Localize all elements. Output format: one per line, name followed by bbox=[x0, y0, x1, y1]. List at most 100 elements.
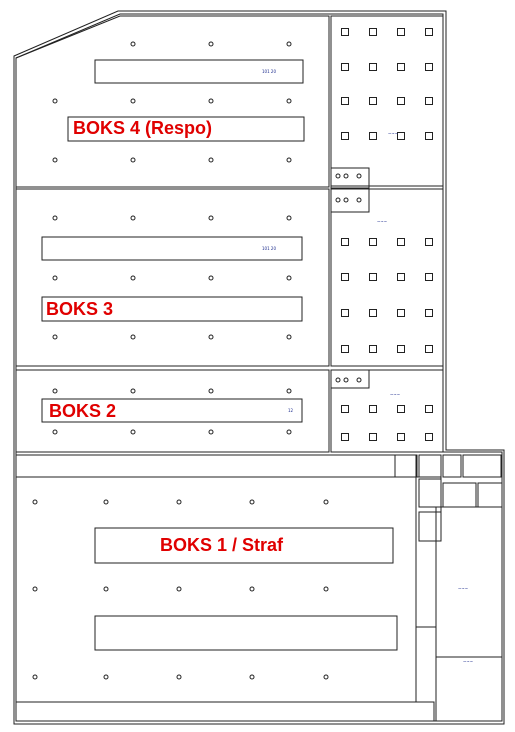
post-marker bbox=[249, 674, 255, 680]
post-marker bbox=[130, 334, 136, 340]
column-marker bbox=[369, 238, 377, 246]
room-boks1-bottom bbox=[15, 701, 435, 722]
column-marker bbox=[425, 63, 433, 71]
small-room-c bbox=[442, 454, 462, 478]
post-marker bbox=[249, 499, 255, 505]
post-marker bbox=[32, 499, 38, 505]
post-marker bbox=[286, 388, 292, 394]
bar-boks3 bbox=[41, 296, 303, 322]
column-marker bbox=[397, 28, 405, 36]
column-marker bbox=[369, 433, 377, 441]
label-boks1: BOKS 1 / Straf bbox=[160, 535, 284, 555]
column-marker bbox=[369, 132, 377, 140]
bar-boks1-lower bbox=[94, 615, 398, 651]
post-marker bbox=[286, 275, 292, 281]
post-marker bbox=[208, 429, 214, 435]
grid4-small-label: ~~~ bbox=[388, 131, 399, 136]
column-marker bbox=[425, 273, 433, 281]
post-marker bbox=[343, 377, 349, 383]
right-room bbox=[435, 506, 503, 658]
label-boks2: BOKS 2 bbox=[49, 401, 117, 421]
column-marker bbox=[341, 433, 349, 441]
column-marker bbox=[425, 433, 433, 441]
connector-2 bbox=[330, 369, 370, 389]
post-marker bbox=[52, 98, 58, 104]
bar2-small-label: 12 bbox=[288, 408, 294, 413]
post-marker bbox=[286, 98, 292, 104]
post-marker bbox=[32, 586, 38, 592]
post-marker bbox=[208, 41, 214, 47]
column-marker bbox=[397, 309, 405, 317]
outer-wall bbox=[13, 10, 505, 725]
column-marker bbox=[425, 97, 433, 105]
post-marker bbox=[103, 674, 109, 680]
column-marker bbox=[341, 97, 349, 105]
post-marker bbox=[103, 586, 109, 592]
column-marker bbox=[425, 238, 433, 246]
bar-boks3-top bbox=[41, 236, 303, 261]
post-marker bbox=[356, 377, 362, 383]
post-marker bbox=[208, 157, 214, 163]
right-block-small-label: ~~~ bbox=[458, 586, 469, 591]
right-block-4 bbox=[330, 15, 444, 187]
grid3-small-label: ~~~ bbox=[377, 219, 388, 224]
post-marker bbox=[176, 586, 182, 592]
post-marker bbox=[208, 275, 214, 281]
column-marker bbox=[397, 238, 405, 246]
connector-3 bbox=[330, 188, 370, 213]
post-marker bbox=[208, 98, 214, 104]
column-marker bbox=[341, 132, 349, 140]
column-marker bbox=[397, 273, 405, 281]
column-marker bbox=[369, 28, 377, 36]
post-marker bbox=[208, 334, 214, 340]
post-marker bbox=[52, 334, 58, 340]
column-marker bbox=[369, 97, 377, 105]
post-marker bbox=[176, 674, 182, 680]
post-marker bbox=[323, 674, 329, 680]
post-marker bbox=[286, 429, 292, 435]
bar-boks2 bbox=[41, 398, 303, 423]
post-marker bbox=[286, 41, 292, 47]
column-marker bbox=[425, 28, 433, 36]
post-marker bbox=[356, 173, 362, 179]
bar-boks4 bbox=[67, 116, 305, 142]
label-boks4: BOKS 4 (Respo) bbox=[73, 118, 213, 138]
post-marker bbox=[176, 499, 182, 505]
connector-4 bbox=[330, 167, 370, 189]
column-marker bbox=[425, 345, 433, 353]
bar-boks4-top bbox=[94, 59, 304, 84]
post-marker bbox=[335, 197, 341, 203]
column-marker bbox=[397, 63, 405, 71]
column-marker bbox=[397, 405, 405, 413]
post-marker bbox=[130, 215, 136, 221]
post-marker bbox=[286, 157, 292, 163]
post-marker bbox=[249, 586, 255, 592]
right-room-bottom bbox=[435, 656, 503, 722]
small-room-b bbox=[418, 454, 442, 478]
bar-boks1 bbox=[94, 527, 394, 564]
small-room-a bbox=[394, 454, 418, 478]
small-room-f bbox=[442, 482, 477, 508]
small-room-h bbox=[418, 511, 442, 542]
bar3-small-label: 101 20 bbox=[262, 246, 276, 251]
column-marker bbox=[425, 132, 433, 140]
post-marker bbox=[335, 173, 341, 179]
column-marker bbox=[369, 63, 377, 71]
post-marker bbox=[356, 197, 362, 203]
post-marker bbox=[52, 215, 58, 221]
post-marker bbox=[52, 275, 58, 281]
column-marker bbox=[397, 433, 405, 441]
post-marker bbox=[343, 197, 349, 203]
column-marker bbox=[369, 345, 377, 353]
post-marker bbox=[52, 388, 58, 394]
grid2-small-label: ~~~ bbox=[390, 392, 401, 397]
column-marker bbox=[397, 132, 405, 140]
post-marker bbox=[103, 499, 109, 505]
small-room-g bbox=[477, 482, 503, 508]
column-marker bbox=[397, 97, 405, 105]
column-marker bbox=[341, 28, 349, 36]
column-marker bbox=[341, 405, 349, 413]
right-block-2 bbox=[330, 369, 444, 453]
post-marker bbox=[32, 674, 38, 680]
right-bottom-small-label: ~~~ bbox=[463, 659, 474, 664]
